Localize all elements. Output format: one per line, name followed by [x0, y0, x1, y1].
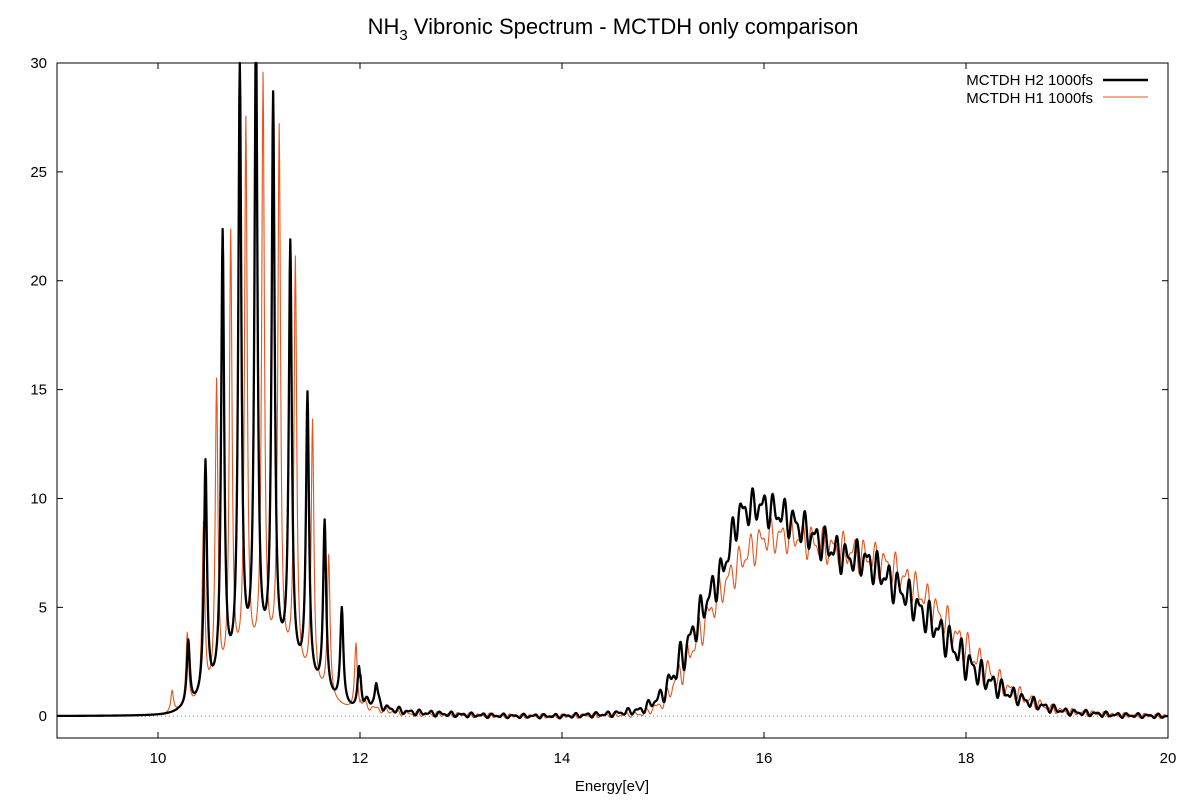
y-tick-label: 30 [30, 55, 47, 72]
x-tick-label: 18 [958, 750, 975, 767]
chart-title: NH3 Vibronic Spectrum - MCTDH only compa… [368, 14, 859, 44]
legend-label-h2: MCTDH H2 1000fs [966, 72, 1093, 89]
y-tick-label: 25 [30, 164, 47, 181]
y-tick-label: 0 [39, 708, 47, 725]
legend-label-h1: MCTDH H1 1000fs [966, 90, 1093, 107]
x-axis-ticks: 10 12 14 16 18 20 [150, 63, 1177, 767]
x-tick-label: 12 [352, 750, 369, 767]
x-tick-label: 14 [554, 750, 571, 767]
y-tick-label: 20 [30, 273, 47, 290]
y-tick-label: 15 [30, 382, 47, 399]
title-subscript: 3 [399, 27, 407, 44]
title-main: NH [368, 14, 400, 39]
x-tick-label: 20 [1160, 750, 1177, 767]
series-line-h2 [56, 61, 1169, 720]
y-tick-label: 5 [39, 599, 47, 616]
y-tick-label: 10 [30, 490, 47, 507]
legend: MCTDH H2 1000fs MCTDH H1 1000fs [966, 72, 1148, 107]
x-tick-label: 10 [150, 750, 167, 767]
y-axis-ticks: 0 5 10 15 20 25 30 [30, 55, 1168, 725]
x-tick-label: 16 [756, 750, 773, 767]
plot-frame [56, 62, 1169, 739]
series-layer [56, 61, 1169, 720]
title-rest: Vibronic Spectrum - MCTDH only compariso… [408, 14, 859, 39]
x-axis-label: Energy[eV] [575, 778, 649, 795]
